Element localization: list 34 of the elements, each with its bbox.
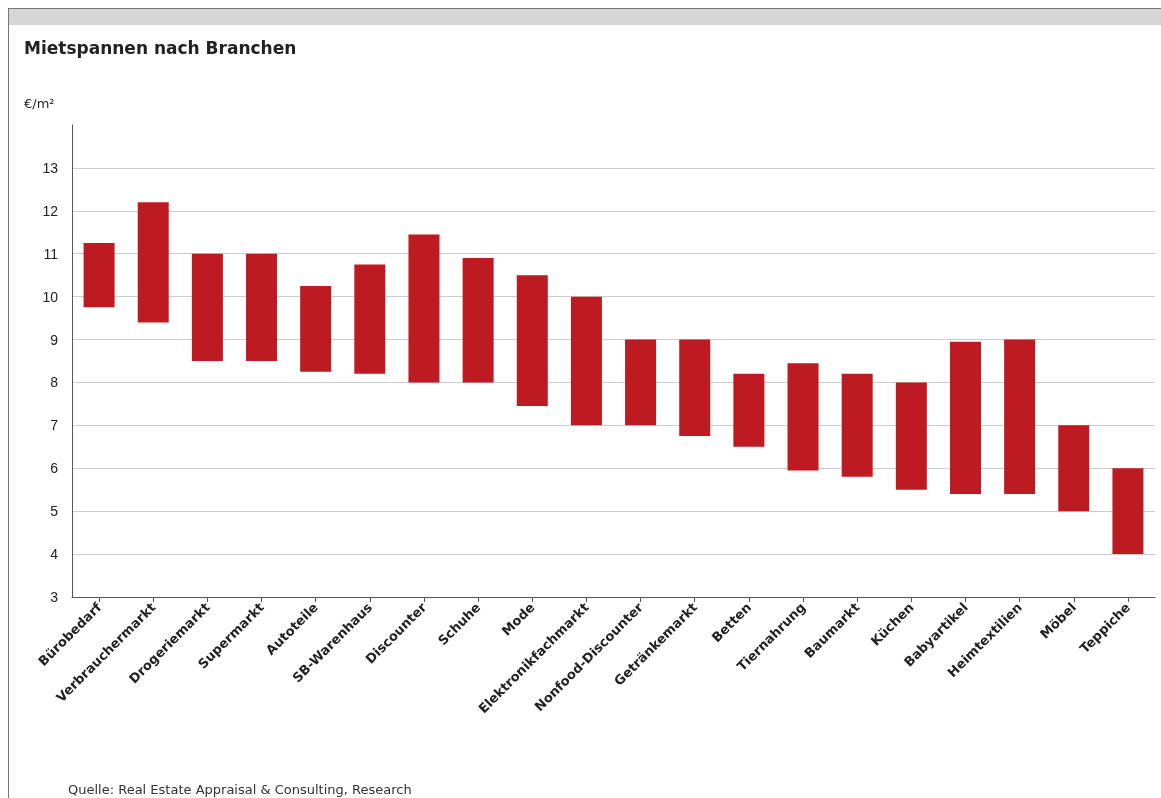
- bar: [895, 382, 927, 490]
- bar: [1004, 339, 1036, 495]
- y-tick-label: 4: [50, 546, 59, 563]
- bar: [570, 296, 602, 426]
- y-tick-label: 11: [43, 245, 59, 262]
- y-tick-label: 5: [50, 503, 59, 520]
- y-tick-label: 9: [50, 331, 59, 348]
- y-tick-label: 10: [42, 288, 59, 305]
- y-tick-label: 3: [50, 589, 59, 605]
- bar: [137, 202, 169, 323]
- bar: [733, 373, 765, 447]
- bar: [679, 339, 711, 437]
- bar: [191, 253, 223, 361]
- bar: [1112, 468, 1144, 555]
- y-tick-label: 7: [50, 417, 59, 434]
- y-tick-label: 12: [42, 202, 59, 219]
- bar: [83, 243, 115, 308]
- chart-title: Mietspannen nach Branchen: [24, 38, 297, 58]
- bar: [408, 234, 440, 383]
- bar: [1058, 425, 1090, 512]
- y-axis-title: €/m²: [24, 96, 55, 111]
- bar: [841, 373, 873, 477]
- bar: [787, 363, 819, 471]
- y-tick-label: 6: [50, 460, 59, 477]
- bar: [246, 253, 278, 361]
- y-tick-label: 13: [42, 159, 59, 176]
- source-note: Quelle: Real Estate Appraisal & Consulting, Research: [68, 782, 412, 797]
- bar: [949, 341, 981, 495]
- bar: [300, 285, 332, 372]
- bar: [516, 275, 548, 407]
- y-tick-label: 8: [50, 374, 59, 391]
- bar: [625, 339, 657, 426]
- bar: [462, 258, 494, 383]
- bar: [354, 264, 386, 374]
